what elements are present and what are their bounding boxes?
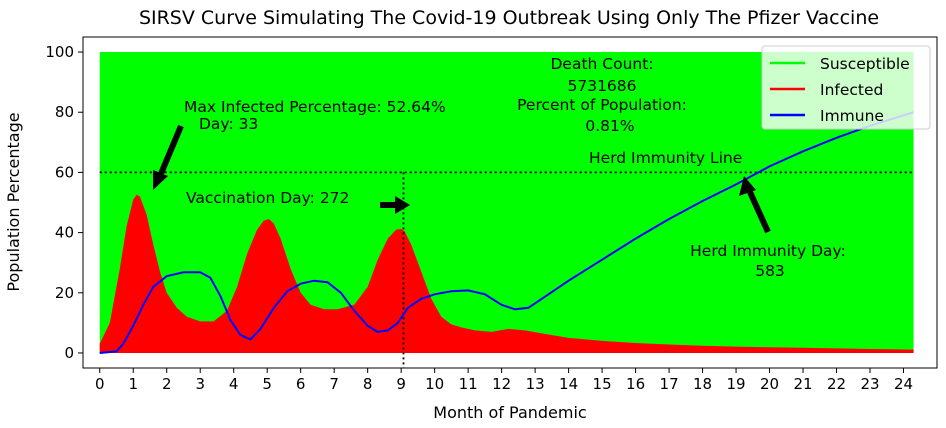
x-tick-label: 8 — [363, 375, 373, 393]
x-tick-label: 6 — [296, 375, 306, 393]
x-tick-label: 17 — [660, 375, 679, 393]
herd-immunity-day-label: Herd Immunity Day: — [690, 242, 846, 260]
x-tick-label: 4 — [229, 375, 239, 393]
y-tick-label: 100 — [45, 43, 74, 61]
herd-immunity-arrowhead — [739, 176, 756, 196]
vaccination-arrowhead — [395, 196, 410, 214]
x-tick-label: 3 — [195, 375, 205, 393]
plot-area — [99, 52, 914, 368]
herd-immunity-line-label: Herd Immunity Line — [589, 149, 742, 167]
y-axis: 0 20 40 60 80 100 — [45, 43, 83, 362]
x-tick-label: 16 — [626, 375, 645, 393]
x-tick-label: 15 — [593, 375, 612, 393]
y-tick-label: 20 — [55, 284, 74, 302]
chart-title: SIRSV Curve Simulating The Covid-19 Outb… — [139, 7, 879, 29]
death-percent-label: Percent of Population: — [517, 96, 687, 114]
plot-frame — [82, 36, 938, 369]
x-axis: 0 1 2 3 4 5 6 7 8 9 10 11 12 13 14 15 16 17 18 19 20 21 22 23 24 — [95, 368, 913, 393]
x-tick-label: 0 — [95, 375, 105, 393]
x-tick-label: 18 — [693, 375, 712, 393]
y-axis-label: Population Percentage — [4, 112, 23, 291]
x-tick-label: 14 — [559, 375, 578, 393]
max-infected-day-text: Day: 33 — [199, 115, 258, 133]
death-count-value: 5731686 — [567, 77, 636, 95]
x-tick-label: 9 — [396, 375, 406, 393]
x-tick-label: 19 — [727, 375, 746, 393]
death-count-label: Death Count: — [550, 55, 653, 73]
x-tick-label: 20 — [760, 375, 779, 393]
herd-immunity-day-value: 583 — [755, 262, 785, 280]
x-tick-label: 2 — [162, 375, 172, 393]
y-tick-label: 0 — [64, 344, 74, 362]
x-tick-label: 13 — [526, 375, 545, 393]
x-tick-label: 10 — [425, 375, 444, 393]
y-tick-label: 80 — [55, 103, 74, 121]
legend-box — [761, 45, 931, 130]
x-tick-label: 5 — [262, 375, 272, 393]
max-infected-arrow — [157, 124, 184, 178]
x-tick-label: 21 — [793, 375, 812, 393]
herd-immunity-arrow — [747, 190, 771, 234]
susceptible-area — [99, 52, 914, 353]
legend-susceptible-label: Susceptible — [820, 55, 910, 73]
x-tick-label: 24 — [894, 375, 913, 393]
immune-line — [99, 111, 914, 354]
x-tick-label: 1 — [128, 375, 138, 393]
legend-infected-label: Infected — [820, 81, 883, 99]
legend-immune-label: Immune — [820, 107, 884, 125]
annotations: Max Infected Percentage: 52.64% Day: 33 … — [153, 55, 846, 280]
y-tick-label: 60 — [55, 163, 74, 181]
x-tick-label: 7 — [329, 375, 339, 393]
death-percent-value: 0.81% — [585, 117, 634, 135]
x-tick-label: 23 — [860, 375, 879, 393]
x-axis-label: Month of Pandemic — [433, 403, 586, 422]
x-tick-label: 12 — [492, 375, 511, 393]
x-tick-label: 11 — [459, 375, 478, 393]
max-infected-arrowhead — [153, 170, 168, 190]
y-tick-label: 40 — [55, 224, 74, 242]
legend: Susceptible Infected Immune — [761, 45, 931, 130]
x-tick-label: 22 — [827, 375, 846, 393]
max-infected-text: Max Infected Percentage: 52.64% — [184, 98, 446, 116]
infected-area — [99, 194, 914, 353]
vaccination-text: Vaccination Day: 272 — [186, 189, 349, 207]
